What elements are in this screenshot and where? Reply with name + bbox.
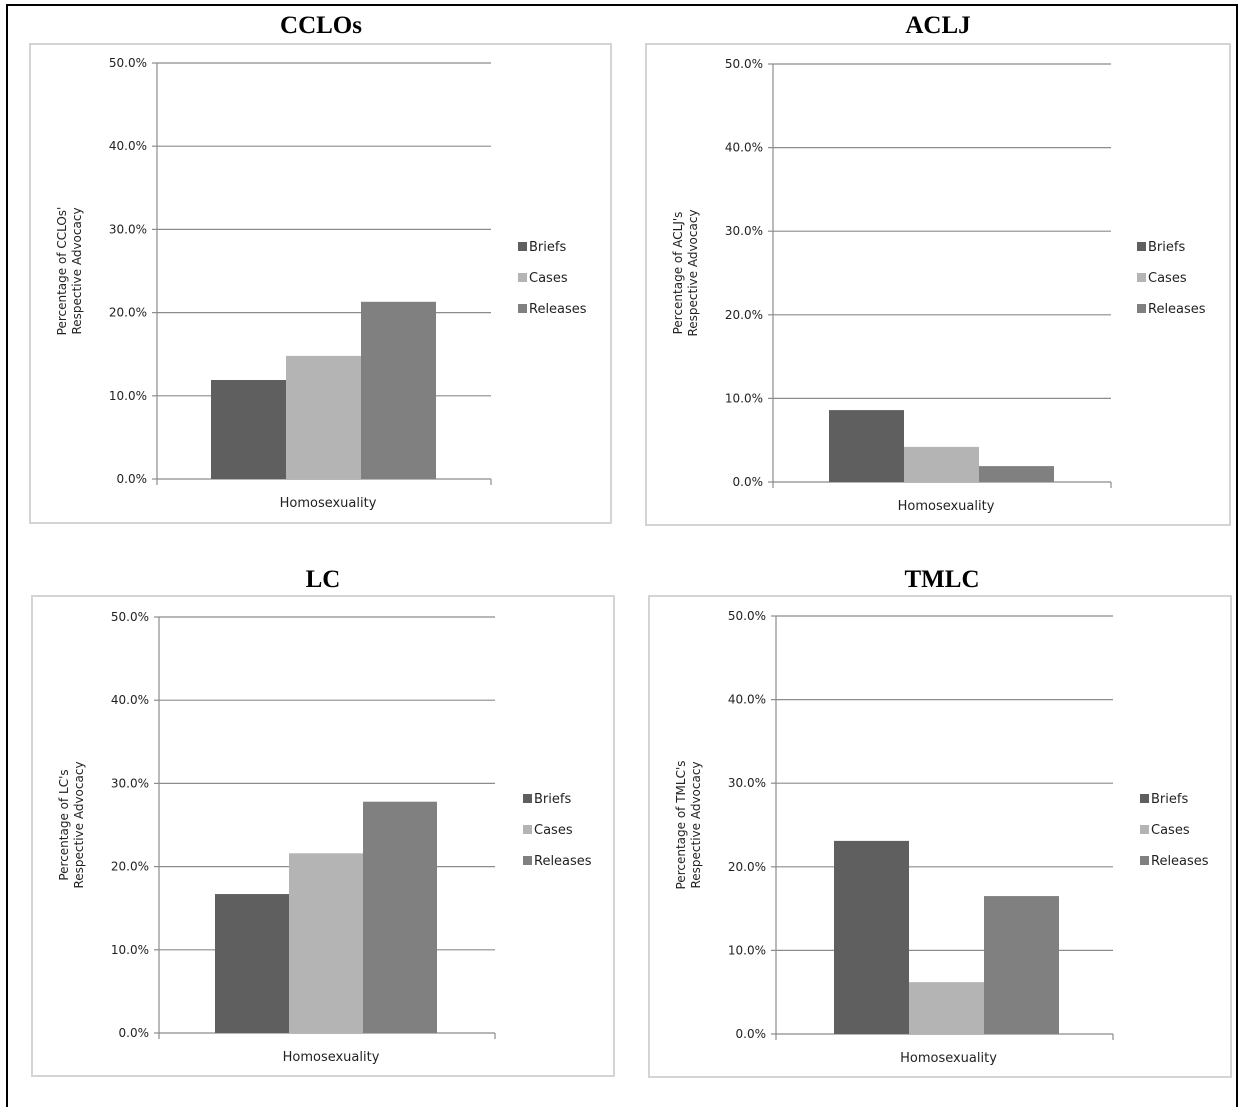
y-tick-label: 40.0%	[109, 139, 147, 153]
legend-label-cases: Cases	[1151, 823, 1190, 838]
legend-label-cases: Cases	[529, 271, 568, 286]
bar-cases	[909, 982, 984, 1034]
chart-lc: 0.0% 10.0% 20.0% 30.0% 40.0% 50.0% Homosexuali…	[31, 595, 615, 1077]
y-tick-label: 40.0%	[728, 693, 766, 707]
y-tick-label: 30.0%	[725, 224, 763, 238]
chart-cclos: 0.0% 10.0% 20.0% 30.0% 40.0% 50.0% Homosexuali…	[29, 43, 612, 524]
legend-swatch-releases	[1137, 304, 1146, 313]
bar-cases	[289, 853, 363, 1033]
figure-frame	[6, 4, 1238, 1107]
y-tick-label: 20.0%	[725, 308, 763, 322]
y-axis-label: Respective Advocacy	[686, 209, 700, 336]
panel-title-cclos: CCLOs	[280, 12, 362, 39]
y-axis-label: Respective Advocacy	[72, 761, 86, 888]
panel-title-lc: LC	[305, 566, 341, 593]
y-axis-label: Percentage of ACLJ's	[671, 212, 685, 335]
y-axis-label: Percentage of TMLC's	[674, 761, 688, 890]
panel-title-tmlc: TMLC	[904, 566, 980, 593]
legend-label-briefs: Briefs	[534, 792, 571, 807]
x-category-label: Homosexuality	[280, 496, 377, 511]
y-tick-label: 20.0%	[111, 860, 149, 874]
chart-tmlc: 0.0% 10.0% 20.0% 30.0% 40.0% 50.0% Homosexuali…	[648, 595, 1232, 1078]
legend-swatch-cases	[518, 273, 527, 282]
y-tick-label: 0.0%	[736, 1027, 767, 1041]
chart-svg-tmlc: 0.0% 10.0% 20.0% 30.0% 40.0% 50.0% Homosexuali…	[674, 609, 1209, 1066]
bar-briefs	[215, 894, 289, 1033]
chart-svg-aclj: 0.0% 10.0% 20.0% 30.0% 40.0% 50.0% Homosexuali…	[671, 57, 1206, 514]
y-tick-label: 10.0%	[111, 943, 149, 957]
legend-swatch-releases	[518, 304, 527, 313]
legend-swatch-releases	[523, 856, 532, 865]
x-category-label: Homosexuality	[283, 1050, 380, 1065]
y-tick-label: 0.0%	[117, 472, 148, 486]
y-axis-label: Respective Advocacy	[689, 761, 703, 888]
legend-label-cases: Cases	[534, 823, 573, 838]
legend-label-releases: Releases	[1148, 302, 1206, 317]
y-tick-label: 50.0%	[728, 609, 766, 623]
bar-releases	[361, 301, 436, 479]
legend-swatch-cases	[1137, 273, 1146, 282]
bar-cases	[286, 355, 361, 479]
y-tick-label: 10.0%	[725, 391, 763, 405]
bar-releases	[984, 896, 1059, 1034]
y-tick-label: 40.0%	[111, 693, 149, 707]
y-tick-label: 0.0%	[119, 1026, 150, 1040]
y-tick-label: 20.0%	[109, 306, 147, 320]
y-tick-label: 50.0%	[111, 610, 149, 624]
legend-swatch-briefs	[1137, 242, 1146, 251]
chart-aclj: 0.0% 10.0% 20.0% 30.0% 40.0% 50.0% Homosexuali…	[645, 43, 1231, 526]
y-tick-label: 30.0%	[728, 776, 766, 790]
x-category-label: Homosexuality	[900, 1051, 997, 1066]
bar-releases	[363, 801, 437, 1033]
y-axis-label: Percentage of CCLOs'	[55, 207, 69, 336]
bar-briefs	[829, 410, 904, 482]
legend-label-cases: Cases	[1148, 271, 1187, 286]
y-axis-label: Respective Advocacy	[70, 207, 84, 334]
legend-label-releases: Releases	[1151, 854, 1209, 869]
y-tick-label: 50.0%	[725, 57, 763, 71]
bar-briefs	[211, 379, 286, 479]
legend-swatch-cases	[1140, 825, 1149, 834]
bar-cases	[904, 446, 979, 482]
legend-swatch-briefs	[523, 794, 532, 803]
legend-swatch-releases	[1140, 856, 1149, 865]
legend-label-releases: Releases	[529, 302, 587, 317]
chart-svg-cclos: 0.0% 10.0% 20.0% 30.0% 40.0% 50.0% Homosexuali…	[55, 56, 587, 511]
legend-label-releases: Releases	[534, 854, 592, 869]
panel-title-aclj: ACLJ	[905, 12, 971, 39]
y-tick-label: 0.0%	[733, 475, 764, 489]
legend-swatch-briefs	[518, 242, 527, 251]
legend-swatch-briefs	[1140, 794, 1149, 803]
y-tick-label: 20.0%	[728, 860, 766, 874]
y-tick-label: 50.0%	[109, 56, 147, 70]
y-tick-label: 40.0%	[725, 141, 763, 155]
legend-label-briefs: Briefs	[1151, 792, 1188, 807]
legend-swatch-cases	[523, 825, 532, 834]
legend-label-briefs: Briefs	[529, 240, 566, 255]
y-tick-label: 30.0%	[111, 776, 149, 790]
y-tick-label: 10.0%	[728, 943, 766, 957]
bar-briefs	[834, 840, 909, 1034]
y-axis-label: Percentage of LC's	[57, 769, 71, 880]
chart-svg-lc: 0.0% 10.0% 20.0% 30.0% 40.0% 50.0% Homosexuali…	[57, 610, 592, 1065]
bar-releases	[979, 466, 1054, 482]
y-tick-label: 10.0%	[109, 389, 147, 403]
y-tick-label: 30.0%	[109, 222, 147, 236]
x-category-label: Homosexuality	[898, 499, 995, 514]
legend-label-briefs: Briefs	[1148, 240, 1185, 255]
